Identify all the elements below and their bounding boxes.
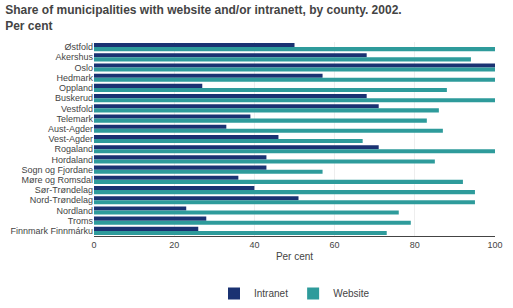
svg-text:Vestfold: Vestfold (61, 104, 93, 114)
svg-text:Vest-Agder: Vest-Agder (48, 134, 93, 144)
svg-text:Intranet: Intranet (254, 288, 288, 299)
svg-text:Buskerud: Buskerud (55, 93, 93, 103)
svg-text:Akershus: Akershus (55, 52, 93, 62)
svg-text:60: 60 (330, 240, 340, 250)
svg-text:Per cent: Per cent (276, 251, 313, 262)
svg-text:Telemark: Telemark (56, 114, 93, 124)
svg-text:80: 80 (410, 240, 420, 250)
svg-text:Møre og Romsdal: Møre og Romsdal (21, 175, 93, 185)
svg-text:Sør-Trøndelag: Sør-Trøndelag (35, 185, 93, 195)
svg-text:Share of municipalities with w: Share of municipalities with website and… (5, 3, 402, 33)
svg-text:100: 100 (487, 240, 502, 250)
svg-text:Troms: Troms (68, 216, 94, 226)
svg-text:Nordland: Nordland (56, 206, 93, 216)
svg-text:Hedmark: Hedmark (56, 73, 93, 83)
svg-text:Østfold: Østfold (64, 42, 93, 52)
svg-text:Hordaland: Hordaland (51, 155, 93, 165)
svg-text:0: 0 (91, 240, 96, 250)
svg-text:Sogn og Fjordane: Sogn og Fjordane (21, 165, 93, 175)
svg-text:Rogaland: Rogaland (54, 144, 93, 154)
svg-text:Website: Website (333, 288, 369, 299)
svg-text:Oslo: Oslo (74, 63, 93, 73)
svg-text:Oppland: Oppland (59, 83, 93, 93)
svg-text:40: 40 (249, 240, 259, 250)
svg-text:20: 20 (169, 240, 179, 250)
svg-text:Finnmark Finnmárku: Finnmark Finnmárku (10, 226, 93, 236)
svg-text:Aust-Agder: Aust-Agder (48, 124, 93, 134)
svg-text:Nord-Trøndelag: Nord-Trøndelag (30, 195, 93, 205)
